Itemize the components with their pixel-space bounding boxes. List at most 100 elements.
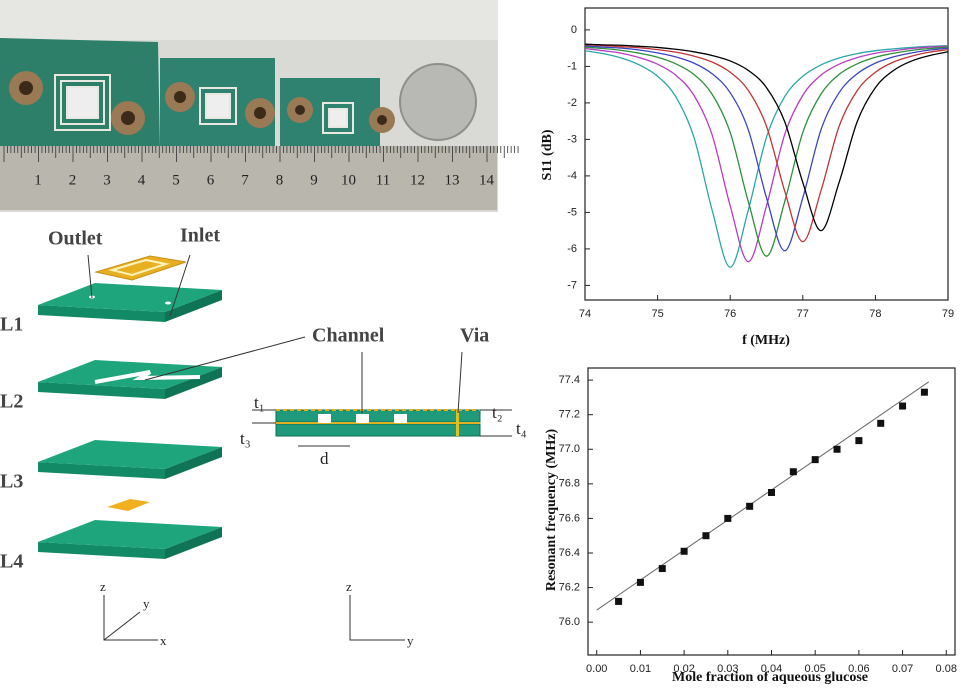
ruler-label: 12 — [410, 172, 425, 188]
layer-label: L4 — [0, 551, 23, 573]
x-axis-label: f (MHz) — [742, 333, 790, 348]
coil-turn — [54, 74, 111, 131]
data-point — [899, 402, 907, 410]
plate-top — [38, 520, 222, 549]
data-point — [920, 388, 928, 396]
axis-icon-label: y — [143, 596, 150, 611]
cross-section — [252, 351, 512, 447]
channel-section — [356, 414, 369, 423]
ruler-ticks — [3, 146, 519, 162]
layer-plate — [38, 283, 222, 322]
fitting-hole — [174, 91, 186, 103]
t1-label: t₁ — [254, 393, 265, 412]
data-point — [789, 468, 797, 476]
ruler-label: 3 — [103, 172, 111, 188]
data-point — [615, 597, 623, 605]
ruler-label: 11 — [376, 172, 390, 188]
x-tick-label: 0.08 — [936, 663, 957, 675]
axis-icon-label: y — [407, 633, 414, 648]
coil-turn — [108, 258, 170, 277]
ruler-label: 13 — [445, 172, 460, 188]
port — [165, 301, 171, 305]
layer-diagram — [38, 254, 306, 559]
x-tick-label: 0.01 — [630, 663, 651, 675]
data-point — [702, 532, 710, 540]
y-tick-label: -4 — [567, 170, 577, 182]
x-tick-label: 0.00 — [586, 663, 607, 675]
x-tick-label: 74 — [579, 308, 591, 320]
axis-icon-label: x — [160, 633, 167, 648]
y-tick-label: -3 — [567, 133, 577, 145]
y-tick-label: -2 — [567, 97, 577, 109]
coil-turn — [60, 80, 105, 125]
axes-icons — [103, 595, 405, 641]
via-section — [456, 410, 459, 436]
t4-label: t₄ — [516, 419, 527, 438]
data-point — [855, 437, 863, 445]
x-tick-label: 0.04 — [761, 663, 782, 675]
layer-label: L1 — [0, 314, 23, 336]
layer-upper — [275, 409, 481, 423]
data-point — [636, 578, 644, 586]
y-tick-label: 77.4 — [559, 374, 580, 386]
ruler-label: 6 — [207, 172, 215, 188]
y-axis-label: S11 (dB) — [540, 129, 555, 180]
data-point — [833, 445, 841, 453]
data-point — [746, 502, 754, 510]
fitting-hole — [377, 115, 387, 125]
d-label: d — [320, 449, 329, 468]
ruler-label: 1 — [34, 172, 42, 188]
y-tick-label: 76.8 — [559, 478, 580, 490]
plate-front — [38, 382, 165, 399]
axis-3d-y — [103, 611, 141, 641]
ruler-label: 8 — [276, 172, 284, 188]
plot-frame — [584, 7, 949, 301]
t3-label: t₃ — [240, 429, 251, 448]
plate-front — [38, 462, 165, 479]
via-label: Via — [460, 325, 489, 347]
y-tick-label: -7 — [567, 279, 577, 291]
x-tick-label: 0.06 — [848, 663, 869, 675]
coil-turn — [328, 108, 348, 128]
x-tick-label: 0.05 — [804, 663, 825, 675]
line-series — [584, 46, 949, 257]
y-tick-label: 77.0 — [559, 443, 580, 455]
y-tick-label: -1 — [567, 60, 577, 72]
layer-lower — [275, 423, 481, 437]
axis-icon-label: z — [100, 579, 106, 594]
axis-icon-label: z — [346, 579, 352, 594]
y-tick-label: 76.6 — [559, 512, 580, 524]
plate-side — [165, 447, 222, 479]
y-axis-label: Resonant frequency (MHz) — [544, 429, 559, 592]
x-tick-label: 77 — [797, 308, 809, 320]
coil-top — [94, 255, 187, 281]
coil-turn — [205, 93, 231, 119]
line-series — [584, 44, 949, 243]
y-tick-label: 76.2 — [559, 581, 580, 593]
data-point — [724, 514, 732, 522]
x-tick-label: 76 — [724, 308, 736, 320]
ruler-label: 7 — [241, 172, 249, 188]
y-tick-label: 76.0 — [559, 616, 580, 628]
plate-front — [38, 305, 165, 322]
line-series — [584, 45, 949, 263]
inlet-pointer — [169, 254, 191, 317]
outlet-label: Outlet — [48, 228, 103, 250]
via-pad — [107, 499, 150, 511]
data-point — [658, 565, 666, 573]
t2-label: t₂ — [492, 403, 503, 422]
y-tick-label: 76.4 — [559, 547, 580, 559]
fitting-hole — [254, 107, 266, 119]
ruler — [0, 146, 497, 210]
x-tick-label: 0.07 — [892, 663, 913, 675]
layer-label: L3 — [0, 471, 23, 493]
fitting-hole — [121, 111, 135, 125]
channel-pointer — [144, 336, 306, 381]
data-point — [680, 547, 688, 555]
fit-line — [596, 381, 930, 611]
data-point — [877, 419, 885, 427]
photo-bg-top — [0, 0, 498, 40]
channel-section — [394, 414, 407, 423]
channel-section — [318, 414, 331, 423]
